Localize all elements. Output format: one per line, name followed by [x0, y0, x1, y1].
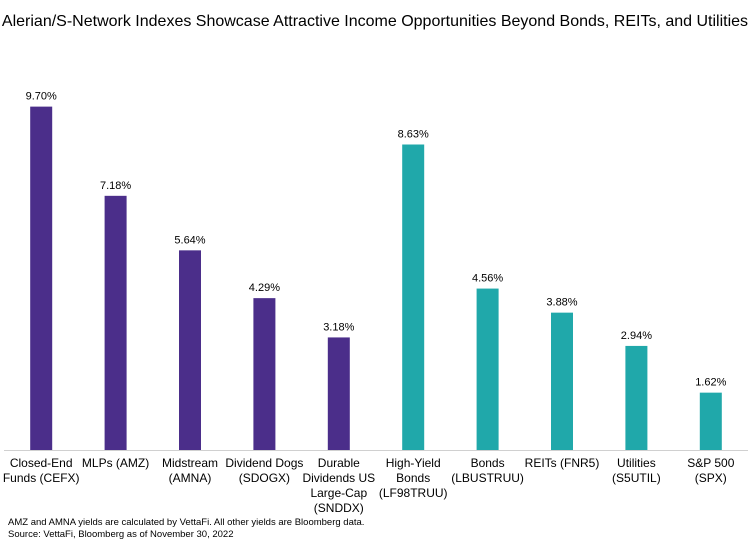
bar [253, 298, 276, 450]
data-label: 2.94% [621, 330, 652, 342]
category-label: Durable Dividends US Large-Cap (SNDDX) [302, 456, 376, 515]
data-label: 4.56% [472, 273, 503, 285]
footnote: AMZ and AMNA yields are calculated by Ve… [8, 517, 365, 528]
data-label: 4.29% [249, 282, 280, 294]
bar [402, 144, 425, 451]
bar [327, 337, 350, 450]
category-label: S&P 500 (SPX) [687, 456, 735, 485]
bar [30, 106, 53, 451]
category-label: Closed-End Funds (CEFX) [2, 456, 80, 485]
data-label: 1.62% [695, 377, 726, 389]
data-label: 9.70% [26, 91, 57, 103]
data-label: 7.18% [100, 180, 131, 192]
category-label: Midstream (AMNA) [161, 456, 218, 485]
chart-title: Alerian/S-Network Indexes Showcase Attra… [1, 13, 749, 30]
bar [476, 288, 499, 450]
bar [179, 250, 201, 450]
data-label: 5.64% [174, 234, 205, 246]
category-label: Bonds (LBUSTRUU) [451, 456, 524, 485]
bar [551, 312, 573, 450]
category-label: Utilities (S5UTIL) [612, 456, 661, 485]
category-label: Dividend Dogs (SDOGX) [225, 456, 304, 485]
category-label: MLPs (AMZ) [81, 456, 150, 470]
data-label: 8.63% [398, 128, 429, 140]
bar [699, 392, 722, 450]
bar [104, 195, 127, 450]
category-label: High-Yield Bonds (LF98TRUU) [378, 456, 448, 500]
category-label: REITs (FNR5) [524, 456, 600, 470]
data-label: 3.18% [323, 321, 354, 333]
data-label: 3.88% [546, 297, 577, 309]
bar [625, 345, 648, 450]
source-note: Source: VettaFi, Bloomberg as of Novembe… [8, 529, 234, 540]
